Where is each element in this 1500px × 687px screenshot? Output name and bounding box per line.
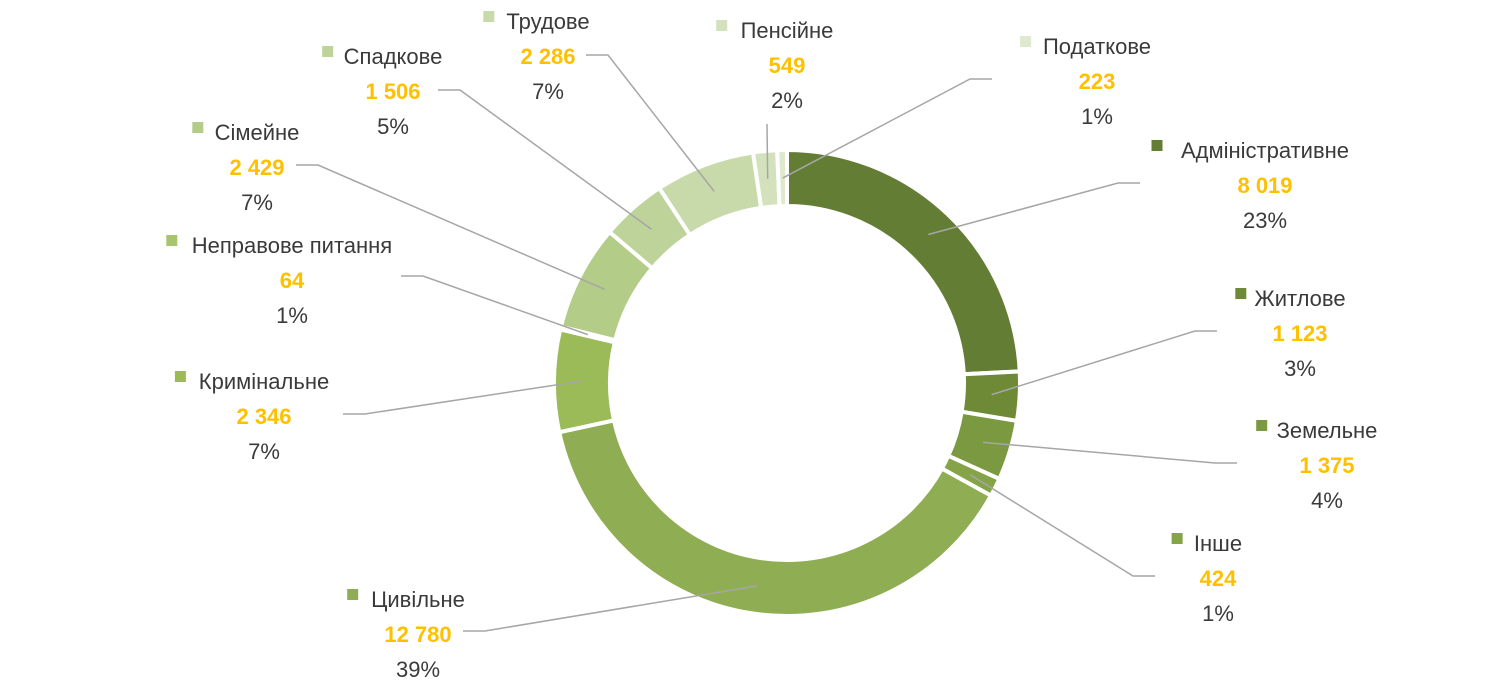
category-label-3: Земельне <box>1277 418 1378 443</box>
percent-label-11: 2% <box>771 88 803 113</box>
legend-marker-2 <box>1235 288 1247 299</box>
category-label-11: Пенсійне <box>741 18 834 43</box>
legend-marker-12 <box>1020 36 1032 47</box>
category-label-4: Інше <box>1194 531 1242 556</box>
legend-marker-4 <box>1171 533 1183 544</box>
value-label-9: 1 506 <box>365 79 420 104</box>
category-label-8: Сімейне <box>215 120 300 145</box>
percent-label-7: 1% <box>276 303 308 328</box>
category-label-9: Спадкове <box>344 44 443 69</box>
labels-group: Адміністративне 8 019 23% Житлове 1 123 3% Зем… <box>166 9 1377 682</box>
slice-12 <box>775 147 789 209</box>
legend-marker-10 <box>483 11 495 22</box>
leader-line-12 <box>782 78 992 179</box>
leader-line-2 <box>991 330 1217 396</box>
category-label-1: Адміністративне <box>1181 138 1349 163</box>
leader-line-3 <box>983 441 1237 464</box>
leader-line-4 <box>969 474 1155 577</box>
value-label-1: 8 019 <box>1237 173 1292 198</box>
leader-line-8 <box>296 164 605 290</box>
legend-marker-11 <box>716 20 728 31</box>
value-label-11: 549 <box>769 53 806 78</box>
value-label-12: 223 <box>1079 69 1116 94</box>
slice-1 <box>785 147 1022 377</box>
percent-label-4: 1% <box>1202 601 1234 626</box>
category-label-2: Житлове <box>1254 286 1345 311</box>
percent-label-8: 7% <box>241 190 273 215</box>
value-label-5: 12 780 <box>384 622 451 647</box>
leader-line-1 <box>928 182 1140 236</box>
leader-line-11 <box>766 123 769 179</box>
value-label-10: 2 286 <box>520 44 575 69</box>
leader-line-10 <box>586 54 715 192</box>
slices-group <box>552 147 1022 618</box>
leader-lines-group <box>296 54 1237 632</box>
value-label-2: 1 123 <box>1272 321 1327 346</box>
category-label-10: Трудове <box>506 9 589 34</box>
legend-marker-7 <box>166 235 178 246</box>
percent-label-9: 5% <box>377 114 409 139</box>
value-label-4: 424 <box>1200 566 1237 591</box>
leader-line-6 <box>343 380 583 415</box>
value-label-3: 1 375 <box>1299 453 1354 478</box>
percent-label-2: 3% <box>1284 356 1316 381</box>
category-label-12: Податкове <box>1043 34 1151 59</box>
category-label-7: Неправове питання <box>192 233 392 258</box>
percent-label-5: 39% <box>396 657 440 682</box>
slice-6 <box>552 326 618 435</box>
percent-label-10: 7% <box>532 79 564 104</box>
category-label-6: Кримінальне <box>199 369 329 394</box>
category-label-5: Цивільне <box>371 587 465 612</box>
legend-marker-5 <box>347 589 359 600</box>
leader-line-9 <box>438 89 652 230</box>
legend-marker-8 <box>192 122 204 133</box>
percent-label-12: 1% <box>1081 104 1113 129</box>
slice-5 <box>556 418 994 618</box>
percent-label-1: 23% <box>1243 208 1287 233</box>
value-label-8: 2 429 <box>229 155 284 180</box>
leader-line-7 <box>401 275 589 336</box>
legend-marker-1 <box>1151 140 1163 151</box>
legend-marker-6 <box>174 371 186 382</box>
percent-label-3: 4% <box>1311 488 1343 513</box>
leader-line-5 <box>463 585 758 632</box>
legend-marker-9 <box>322 46 334 57</box>
percent-label-6: 7% <box>248 439 280 464</box>
legend-marker-3 <box>1256 420 1268 431</box>
value-label-7: 64 <box>280 268 305 293</box>
value-label-6: 2 346 <box>236 404 291 429</box>
